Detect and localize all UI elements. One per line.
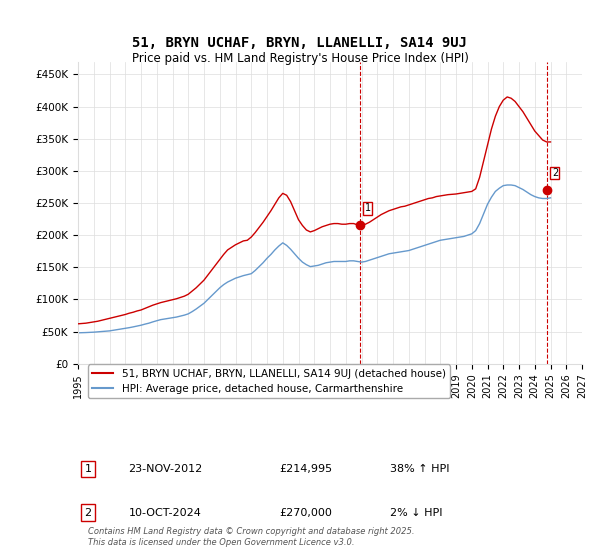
Text: £214,995: £214,995 [280, 464, 333, 474]
Text: 1: 1 [85, 464, 92, 474]
Legend: 51, BRYN UCHAF, BRYN, LLANELLI, SA14 9UJ (detached house), HPI: Average price, d: 51, BRYN UCHAF, BRYN, LLANELLI, SA14 9UJ… [88, 365, 450, 398]
Text: 51, BRYN UCHAF, BRYN, LLANELLI, SA14 9UJ: 51, BRYN UCHAF, BRYN, LLANELLI, SA14 9UJ [133, 36, 467, 50]
Text: 38% ↑ HPI: 38% ↑ HPI [391, 464, 450, 474]
Text: Contains HM Land Registry data © Crown copyright and database right 2025.
This d: Contains HM Land Registry data © Crown c… [88, 528, 415, 547]
Text: Price paid vs. HM Land Registry's House Price Index (HPI): Price paid vs. HM Land Registry's House … [131, 52, 469, 64]
Text: 23-NOV-2012: 23-NOV-2012 [128, 464, 203, 474]
Text: 1: 1 [365, 203, 371, 213]
Text: £270,000: £270,000 [280, 508, 332, 518]
Text: 2% ↓ HPI: 2% ↓ HPI [391, 508, 443, 518]
Text: 2: 2 [552, 168, 558, 178]
Text: 2: 2 [85, 508, 92, 518]
Text: 10-OCT-2024: 10-OCT-2024 [128, 508, 201, 518]
